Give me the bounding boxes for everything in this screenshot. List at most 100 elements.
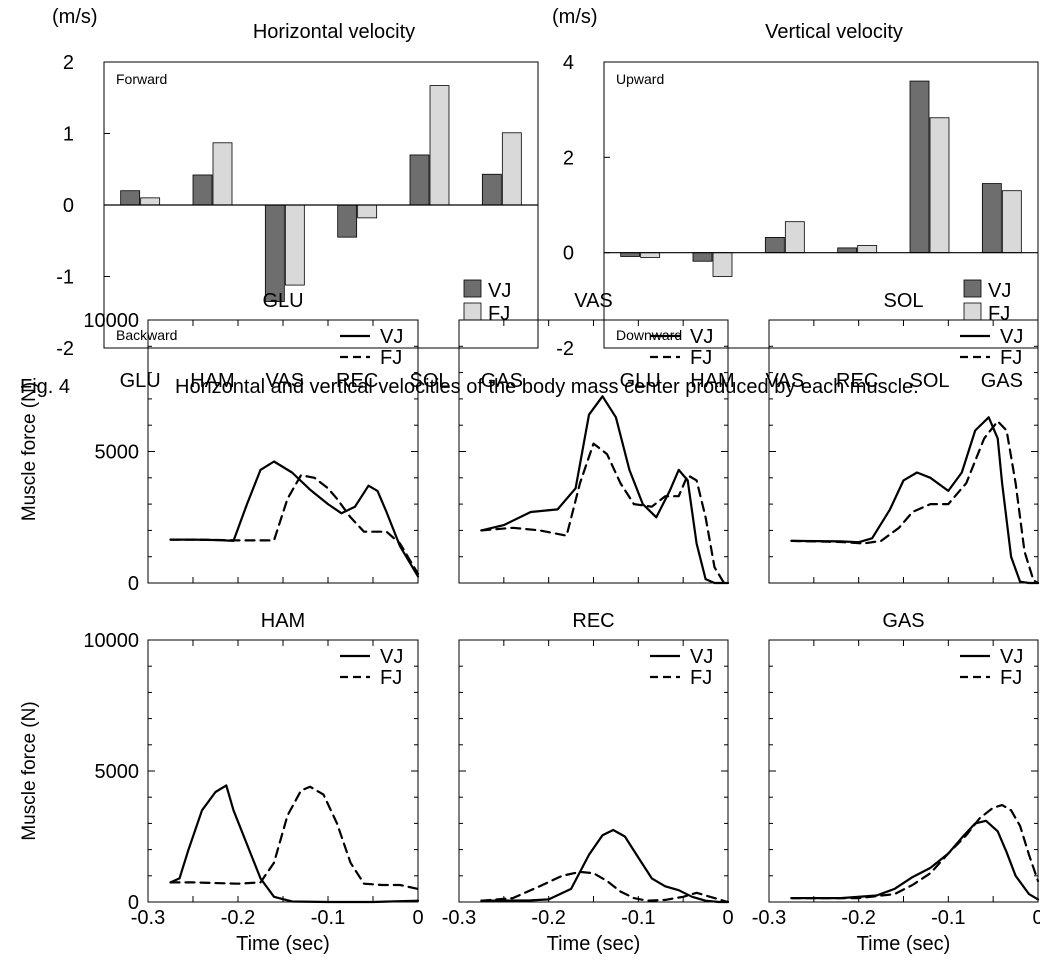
plot-title: HAM	[261, 610, 305, 632]
x-tick-label: -0.2	[531, 907, 565, 929]
series-vj-line	[480, 395, 730, 585]
plot-frame	[147, 639, 419, 903]
x-tick-label: 0	[412, 907, 423, 929]
bar-vj-gas	[981, 183, 1002, 254]
plot-title: GLU	[262, 290, 303, 312]
bar-fj-sol	[429, 85, 450, 206]
plot-title: GAS	[882, 610, 924, 632]
y-axis-label: Muscle force (N)	[19, 701, 40, 840]
category-label: GAS	[481, 370, 523, 392]
bars	[120, 85, 522, 302]
bar-vj-vas	[764, 237, 785, 254]
bar-fj-gas	[1001, 190, 1022, 254]
bar-fj-rec	[857, 245, 878, 254]
x-tick-label: -0.1	[311, 907, 345, 929]
x-tick-label: -0.1	[621, 907, 655, 929]
category-label: GAS	[981, 370, 1023, 392]
bar-fj-sol	[929, 117, 950, 254]
upward-annotation: Upward	[616, 71, 664, 87]
unit-label: (m/s)	[552, 6, 598, 28]
legend-label: VJ	[690, 326, 713, 348]
category-label: GLU	[620, 370, 661, 392]
figure-label: Fig. 4	[20, 376, 71, 398]
downward-annotation: Downward	[616, 327, 682, 343]
series-fj-line	[790, 420, 1040, 585]
legend-swatch	[963, 302, 982, 321]
y-axis-label: Muscle force (N)	[19, 382, 40, 521]
legend-label: FJ	[690, 347, 712, 369]
legend-swatch	[963, 279, 982, 298]
x-tick-label: 0	[722, 907, 733, 929]
x-axis-label: Time (sec)	[857, 933, 951, 955]
legend-label: FJ	[1000, 667, 1022, 689]
x-axis-categories: GLU HAM VAS REC SOL GAS	[620, 370, 1023, 392]
chart-title: Vertical velocity	[765, 21, 903, 43]
legend-label: VJ	[1000, 646, 1023, 668]
x-tick-label: -0.2	[841, 907, 875, 929]
series-fj-line	[790, 803, 1040, 900]
legend-label: VJ	[380, 326, 403, 348]
x-tick-label: -0.2	[221, 907, 255, 929]
category-label: VAS	[766, 370, 805, 392]
category-label: VAS	[266, 370, 305, 392]
legend-swatch	[463, 279, 482, 298]
y-tick-label: -2	[56, 338, 74, 360]
caption-text: Horizontal and vertical velocities of th…	[175, 376, 919, 398]
bar-vj-rec	[837, 247, 858, 254]
legend-label: VJ	[380, 646, 403, 668]
x-tick-label: -0.3	[752, 907, 786, 929]
category-label: HAM	[690, 370, 734, 392]
chart-title: Horizontal velocity	[253, 21, 415, 43]
plot-frame	[458, 639, 729, 903]
series-fj-line	[169, 785, 420, 891]
legend-label: VJ	[1000, 326, 1023, 348]
legend-label: FJ	[380, 667, 402, 689]
y-tick-label: 1	[63, 124, 74, 146]
y-tick-label: 10000	[83, 630, 139, 652]
x-tick-label: -0.3	[131, 907, 165, 929]
legend-label: VJ	[988, 280, 1011, 302]
series-fj-line	[480, 442, 730, 585]
bar-vj-sol	[909, 80, 930, 254]
x-axis-label: Time (sec)	[547, 933, 641, 955]
bar-vj-ham	[692, 252, 713, 262]
y-tick-label: -1	[56, 267, 74, 289]
bar-vj-sol	[409, 154, 430, 206]
y-tick-label: 5000	[95, 761, 140, 783]
forward-annotation: Forward	[116, 71, 167, 87]
bar-vj-glu	[120, 190, 141, 206]
y-tick-label: 2	[63, 52, 74, 74]
legend-label: VJ	[488, 280, 511, 302]
legend-swatch	[463, 302, 482, 321]
bar-fj-ham	[212, 142, 233, 206]
legend-label: VJ	[690, 646, 713, 668]
series-fj-line	[169, 474, 420, 575]
series-vj-line	[169, 460, 420, 578]
backward-annotation: Backward	[116, 327, 177, 343]
bar-fj-glu	[640, 252, 661, 258]
y-tick-label: 0	[63, 195, 74, 217]
plot-frame	[147, 319, 419, 584]
plot-frame	[768, 319, 1039, 584]
legend-label: FJ	[690, 667, 712, 689]
y-tick-label: 0	[563, 243, 574, 265]
y-tick-label: 10000	[83, 310, 139, 332]
legend-label: FJ	[988, 303, 1010, 325]
plot-frame	[458, 319, 729, 584]
y-tick-label: 5000	[95, 442, 140, 464]
category-label: SOL	[909, 370, 949, 392]
category-label: REC	[336, 370, 378, 392]
y-tick-label: 0	[128, 892, 139, 914]
x-axis-categories: GLU HAM VAS REC SOL GAS	[120, 370, 523, 392]
bar-fj-vas	[784, 221, 805, 254]
bars	[620, 80, 1022, 277]
y-axis: 2 1 0 -1 -2	[56, 52, 110, 360]
